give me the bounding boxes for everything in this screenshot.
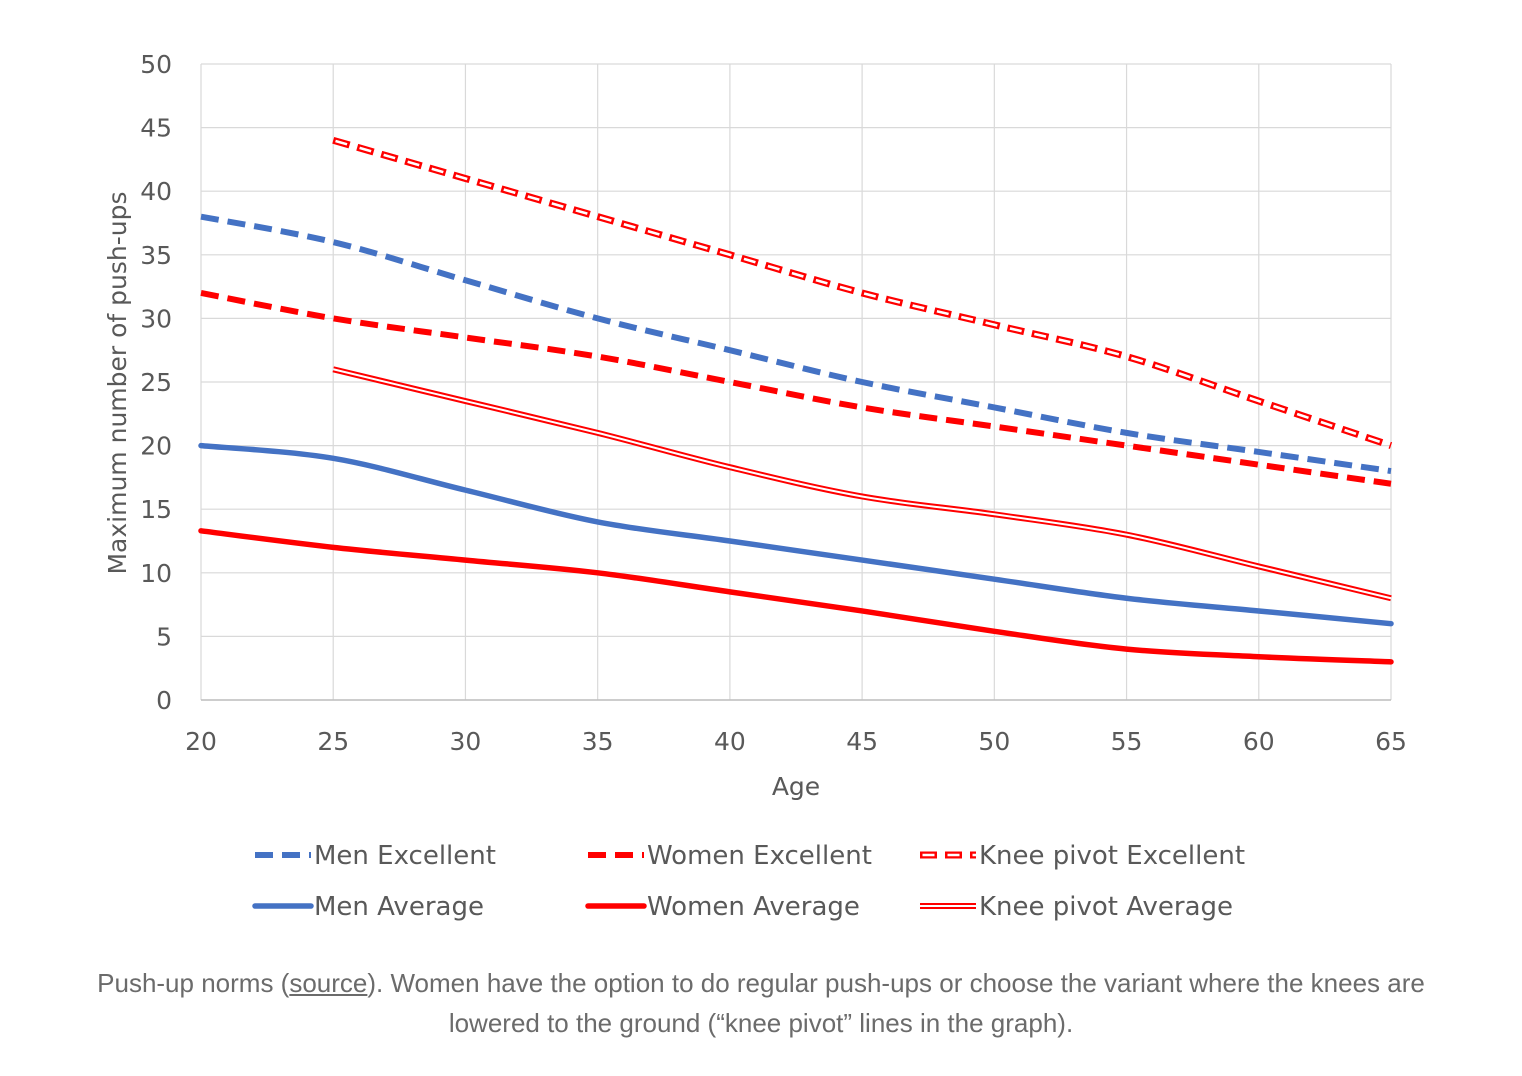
men-average-line bbox=[198, 442, 1394, 627]
y-tick-label: 35 bbox=[140, 241, 172, 270]
figure-caption: Push-up norms (source). Women have the o… bbox=[60, 963, 1462, 1043]
y-tick-label: 0 bbox=[156, 686, 172, 715]
women-excellent-stroke bbox=[200, 290, 1392, 487]
legend-label: Knee pivot Average bbox=[979, 892, 1233, 922]
legend-item-knee-pivot-excellent: Knee pivot Excellent bbox=[920, 841, 1245, 871]
legend-label: Men Excellent bbox=[314, 841, 496, 871]
y-tick-label: 5 bbox=[156, 622, 172, 651]
axes: 0 5 10 15 20 25 30 35 40 45 50 20 25 30 35 40 45 50 55 60 65 bbox=[140, 50, 1407, 756]
y-tick-label: 40 bbox=[140, 177, 172, 206]
x-tick-label: 45 bbox=[846, 727, 878, 756]
y-tick-label: 30 bbox=[140, 304, 172, 333]
legend-item-women-excellent: Women Excellent bbox=[588, 841, 872, 871]
knee-pivot-excellent-inner-stroke bbox=[332, 139, 1392, 447]
legend-label: Men Average bbox=[314, 892, 484, 922]
caption-text-before: Push-up norms ( bbox=[97, 968, 290, 998]
knee-pivot-average-line bbox=[332, 366, 1392, 602]
legend-item-men-average: Men Average bbox=[252, 892, 484, 922]
men-excellent-line bbox=[200, 213, 1392, 475]
women-excellent-line bbox=[200, 290, 1392, 487]
men-average-stroke bbox=[198, 442, 1394, 627]
x-tick-label: 20 bbox=[185, 727, 217, 756]
women-average-stroke bbox=[198, 528, 1394, 665]
y-tick-label: 10 bbox=[140, 559, 172, 588]
y-axis-title: Maximum number of push-ups bbox=[103, 191, 132, 574]
chart-svg: 0 5 10 15 20 25 30 35 40 45 50 20 25 30 35 40 45 50 55 60 65… bbox=[103, 50, 1407, 922]
legend-item-women-average: Women Average bbox=[585, 892, 860, 922]
x-tick-label: 35 bbox=[582, 727, 614, 756]
x-tick-label: 40 bbox=[714, 727, 746, 756]
x-tick-label: 55 bbox=[1111, 727, 1143, 756]
knee-pivot-average-inner-stroke bbox=[332, 368, 1392, 600]
y-tick-label: 45 bbox=[140, 114, 172, 143]
y-tick-label: 15 bbox=[140, 495, 172, 524]
x-tick-label: 65 bbox=[1375, 727, 1407, 756]
men-excellent-stroke bbox=[200, 213, 1392, 475]
x-tick-label: 50 bbox=[978, 727, 1010, 756]
women-average-line bbox=[198, 528, 1394, 665]
legend-item-knee-pivot-average: Knee pivot Average bbox=[920, 892, 1233, 922]
x-tick-label: 25 bbox=[317, 727, 349, 756]
legend-label: Women Average bbox=[647, 892, 860, 922]
x-axis-title: Age bbox=[772, 772, 820, 801]
source-link[interactable]: source bbox=[289, 968, 368, 998]
legend-label: Knee pivot Excellent bbox=[979, 841, 1245, 871]
y-tick-label: 50 bbox=[140, 50, 172, 79]
y-tick-label: 25 bbox=[140, 368, 172, 397]
x-tick-label: 30 bbox=[450, 727, 482, 756]
knee-pivot-excellent-line bbox=[332, 136, 1393, 449]
legend-label: Women Excellent bbox=[647, 841, 872, 871]
caption-text-after: ). Women have the option to do regular p… bbox=[367, 968, 1425, 1038]
grid bbox=[200, 63, 1392, 701]
legend-item-men-excellent: Men Excellent bbox=[255, 841, 496, 871]
y-tick-label: 20 bbox=[140, 432, 172, 461]
x-tick-label: 60 bbox=[1243, 727, 1275, 756]
legend: Men Excellent Women Excellent Knee pivot E… bbox=[252, 841, 1245, 922]
series-lines bbox=[198, 136, 1394, 665]
